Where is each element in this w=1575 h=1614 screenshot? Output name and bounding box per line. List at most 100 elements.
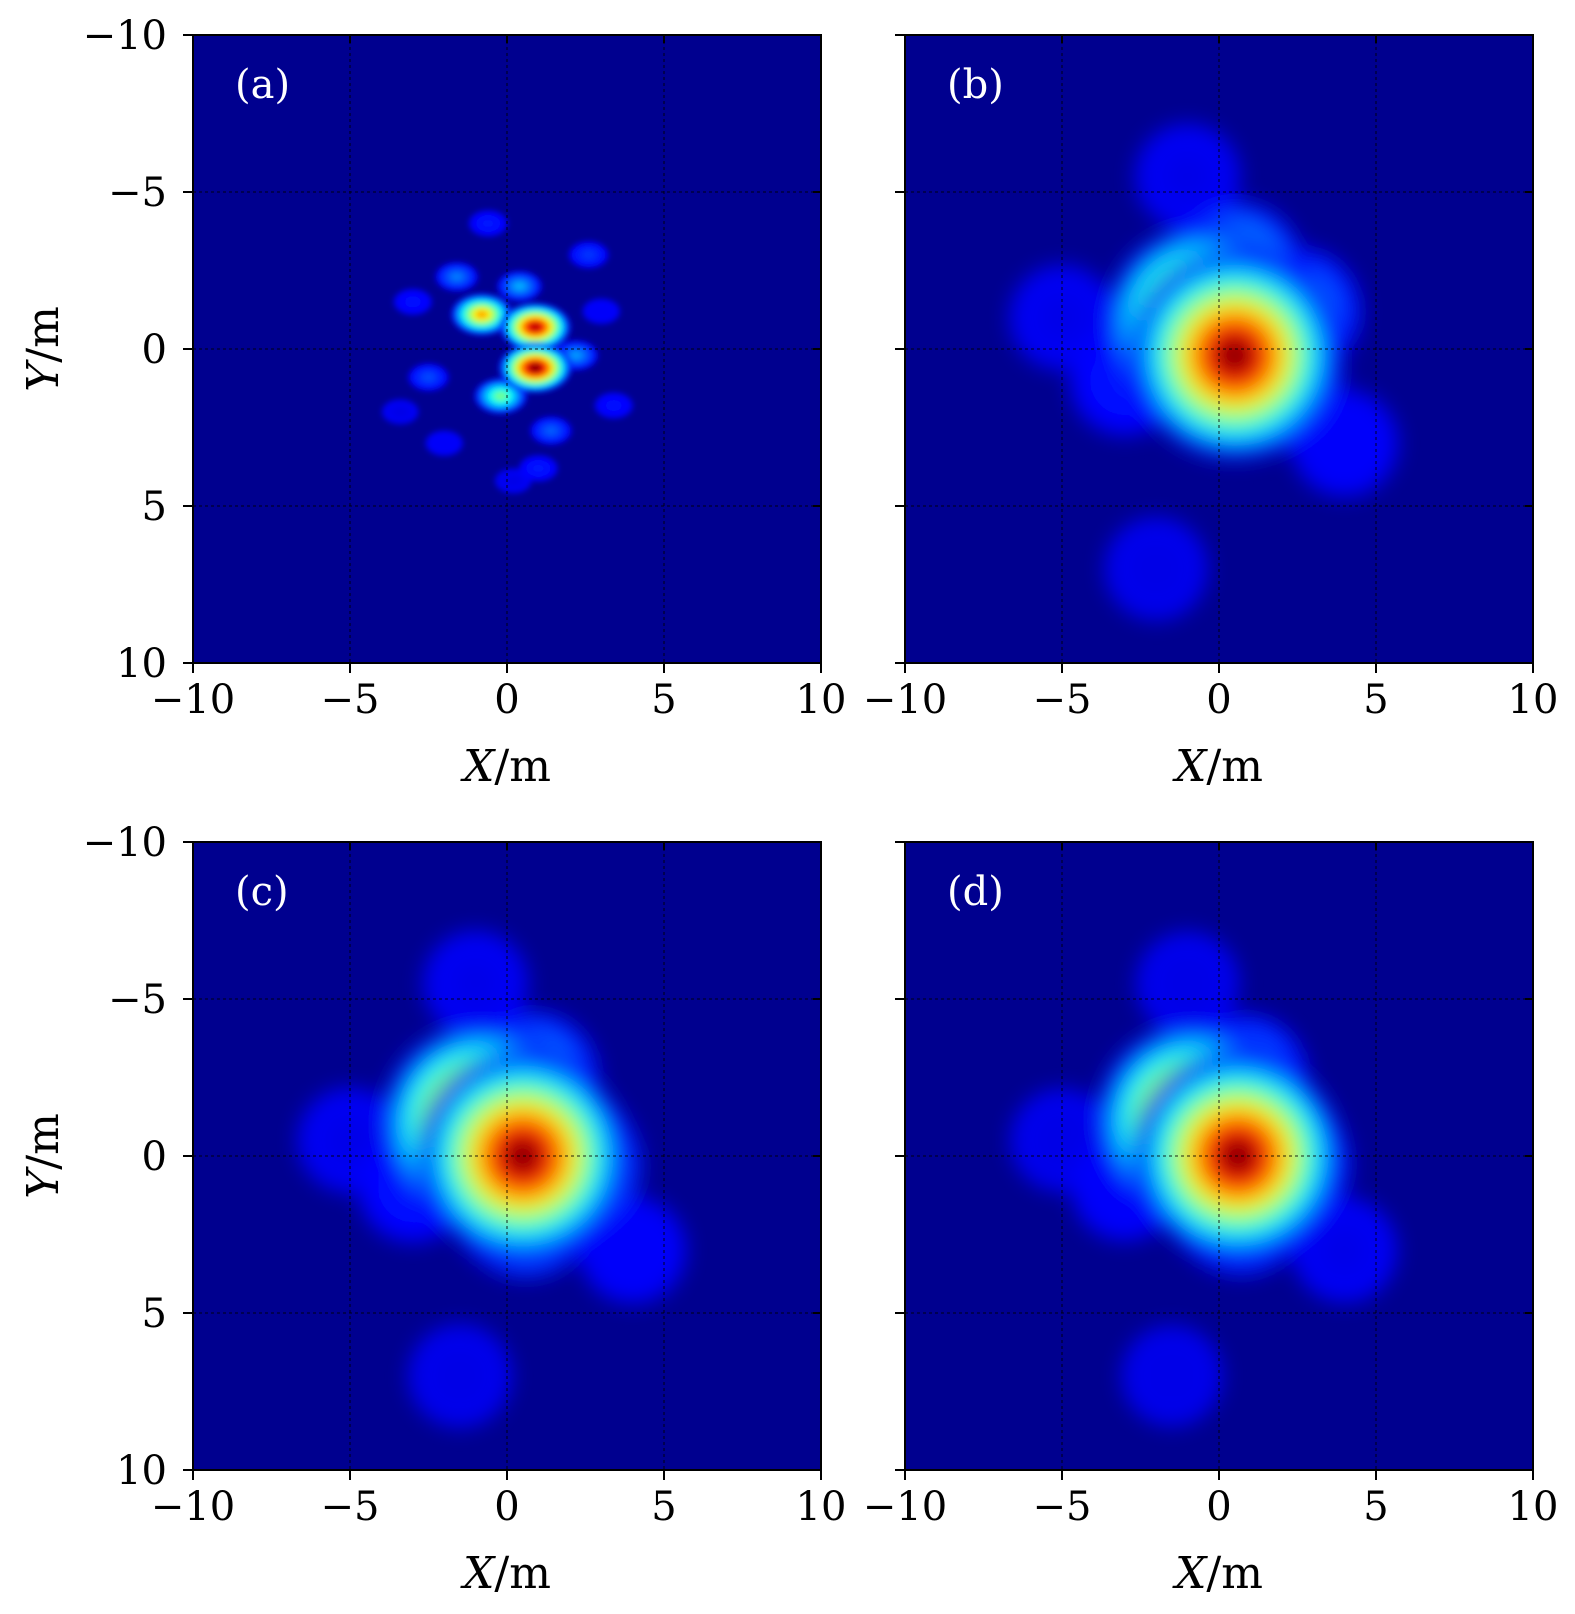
intensity-peak xyxy=(1133,122,1242,231)
peak-contour xyxy=(1133,1337,1210,1414)
x-tick-label: −10 xyxy=(151,677,235,723)
peak-contour xyxy=(1332,1238,1357,1262)
intensity-peak xyxy=(434,261,479,292)
peak-contour xyxy=(547,428,555,433)
peak-contour xyxy=(425,375,432,380)
panel-label: (c) xyxy=(235,869,289,915)
peak-contour xyxy=(396,409,405,415)
intensity-peak xyxy=(518,454,559,482)
y-tick-label: 0 xyxy=(142,327,167,373)
x-tick-label: 5 xyxy=(1363,677,1388,723)
x-tick-label: 5 xyxy=(651,677,676,723)
x-tick-label: −5 xyxy=(321,677,380,723)
peak-contour xyxy=(585,252,592,257)
peak-contour xyxy=(535,466,542,471)
y-axis-label: Y/m xyxy=(18,306,69,392)
x-tick-label: 10 xyxy=(796,677,847,723)
y-tick-label: 5 xyxy=(142,1291,167,1337)
peak-contour xyxy=(1175,164,1200,188)
panel-d: −10 −5 0 5 10 X/m (d) xyxy=(863,841,1559,1599)
peak-contour xyxy=(529,364,541,372)
intensity-peak xyxy=(568,240,610,269)
intensity-peak xyxy=(450,293,514,336)
x-axis-label: X/m xyxy=(1172,1548,1263,1599)
intensity-peak xyxy=(1103,516,1209,622)
intensity-peak xyxy=(1134,930,1241,1037)
x-axis-label: X/m xyxy=(460,1548,551,1599)
peak-contour xyxy=(338,1128,362,1152)
intensity-peak xyxy=(529,416,573,446)
peak-contour xyxy=(441,441,448,446)
y-tick-label: −10 xyxy=(83,820,167,866)
y-tick-label: −5 xyxy=(108,170,167,216)
peak-contour xyxy=(506,1139,539,1173)
intensity-peak xyxy=(1127,248,1342,463)
x-tick-label: −10 xyxy=(863,677,947,723)
heatmap xyxy=(1008,122,1400,622)
x-tick-label: −5 xyxy=(1033,677,1092,723)
x-tick-label: 10 xyxy=(1508,1484,1559,1530)
peak-contour xyxy=(485,221,492,226)
x-tick-label: 10 xyxy=(1508,677,1559,723)
intensity-peak xyxy=(407,1323,513,1429)
y-tick-label: 10 xyxy=(116,1448,167,1494)
y-tick-label: 0 xyxy=(142,1134,167,1180)
x-tick-label: 5 xyxy=(1363,1484,1388,1530)
intensity-peak xyxy=(468,209,509,237)
x-tick-label: 10 xyxy=(796,1484,847,1530)
x-tick-label: 5 xyxy=(651,1484,676,1530)
intensity-peak xyxy=(415,1049,630,1263)
intensity-peak xyxy=(407,363,450,392)
intensity-peak xyxy=(421,929,530,1038)
x-axis-label: X/m xyxy=(1172,741,1263,792)
x-tick-label: −5 xyxy=(321,1484,380,1530)
x-axis-label: X/m xyxy=(460,741,551,792)
peak-contour xyxy=(427,1343,492,1408)
peak-contour xyxy=(409,299,416,304)
y-axis-label: Y/m xyxy=(18,1113,69,1199)
panel-b: −10 −5 0 5 10 X/m (b) xyxy=(863,34,1559,792)
panel-label: (d) xyxy=(947,869,1004,915)
peak-contour xyxy=(1336,434,1353,452)
heatmap xyxy=(381,209,634,494)
intensity-peak xyxy=(424,430,464,457)
intensity-peak xyxy=(594,392,634,419)
peak-contour xyxy=(598,309,605,314)
peak-contour xyxy=(1218,339,1251,372)
x-tick-label: 0 xyxy=(494,677,519,723)
y-tick-label: 5 xyxy=(142,484,167,530)
intensity-peak xyxy=(496,270,543,302)
intensity-peak xyxy=(497,342,573,394)
x-tick-label: −10 xyxy=(151,1484,235,1530)
intensity-peak xyxy=(1131,1049,1345,1263)
x-tick-label: −5 xyxy=(1033,1484,1092,1530)
intensity-peak xyxy=(1120,1324,1224,1428)
peak-contour xyxy=(477,311,487,318)
panel-label: (b) xyxy=(947,62,1004,108)
peak-contour xyxy=(516,283,523,289)
intensity-peak xyxy=(581,298,621,325)
peak-contour xyxy=(624,1241,641,1259)
x-tick-label: 0 xyxy=(1206,1484,1231,1530)
peak-contour xyxy=(463,971,488,995)
peak-contour xyxy=(496,393,505,399)
peak-contour xyxy=(610,403,617,408)
y-tick-label: −10 xyxy=(83,13,167,59)
y-tick-label: −5 xyxy=(108,977,167,1023)
x-tick-label: −10 xyxy=(863,1484,947,1530)
panel-label: (a) xyxy=(235,62,290,108)
intensity-peak xyxy=(381,398,420,425)
x-tick-label: 0 xyxy=(494,1484,519,1530)
intensity-peak xyxy=(498,302,572,352)
peak-contour xyxy=(509,478,518,484)
y-tick-label: 10 xyxy=(116,641,167,687)
peak-contour xyxy=(572,352,580,358)
heatmap xyxy=(1009,930,1399,1428)
intensity-peak xyxy=(393,288,433,316)
peak-contour xyxy=(1124,536,1189,601)
peak-contour xyxy=(529,323,541,331)
x-tick-label: 0 xyxy=(1206,677,1231,723)
